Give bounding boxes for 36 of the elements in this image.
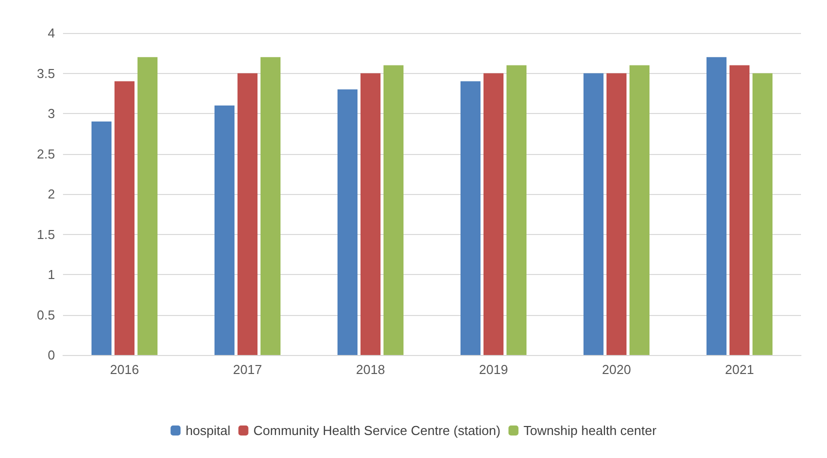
bar xyxy=(92,122,112,355)
x-tick-label: 2019 xyxy=(479,362,508,377)
y-tick-label: 3 xyxy=(48,106,55,121)
y-tick-label: 1.5 xyxy=(36,226,55,242)
bar xyxy=(138,57,158,355)
x-tick-label: 2021 xyxy=(725,362,754,377)
bar xyxy=(730,65,750,355)
x-tick-label: 2020 xyxy=(602,362,631,377)
y-tick-label: 0.5 xyxy=(36,307,55,322)
legend-label: Community Health Service Centre (station) xyxy=(253,423,500,438)
x-tick-label: 2018 xyxy=(356,362,385,377)
bar xyxy=(630,65,650,355)
bar xyxy=(338,89,358,355)
bar xyxy=(752,73,772,355)
y-tick-label: 2 xyxy=(48,186,55,202)
legend-label: Township health center xyxy=(523,423,658,438)
bar xyxy=(460,81,480,355)
bar xyxy=(484,73,504,355)
bar xyxy=(260,57,280,355)
bar xyxy=(506,65,526,355)
y-tick-label: 2.5 xyxy=(36,146,55,162)
bar xyxy=(360,73,380,355)
bar xyxy=(384,65,404,355)
y-tick-label: 1 xyxy=(48,267,55,282)
bar xyxy=(114,81,134,355)
legend-label: hospital xyxy=(186,423,230,438)
bar xyxy=(606,73,626,355)
bar xyxy=(238,73,258,355)
bar xyxy=(584,73,604,355)
x-tick-label: 2017 xyxy=(233,362,262,377)
y-tick-label: 3.5 xyxy=(36,66,55,81)
bar xyxy=(214,105,234,355)
y-tick-label: 0 xyxy=(48,348,55,362)
x-tick-label: 2016 xyxy=(110,362,139,377)
y-tick-label: 4 xyxy=(48,26,55,40)
bar xyxy=(706,57,726,355)
